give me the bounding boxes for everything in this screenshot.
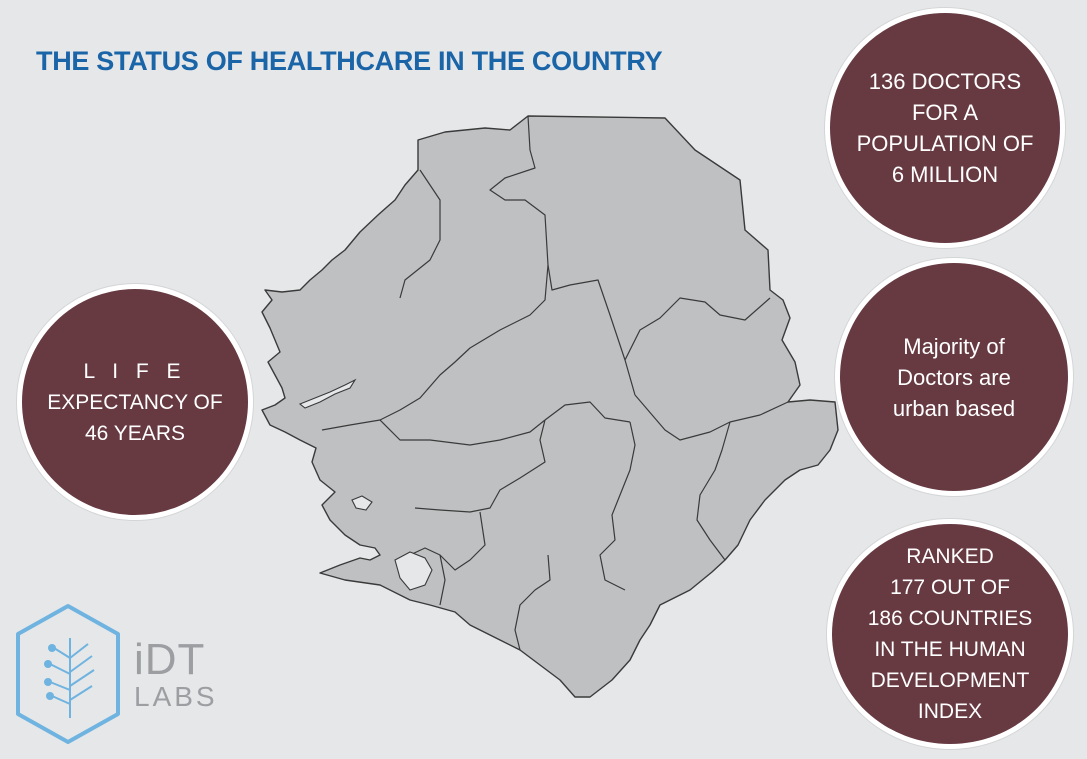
map-border xyxy=(399,169,441,299)
fact-line: Majority of xyxy=(903,333,1005,359)
map-border xyxy=(514,554,551,651)
urban-doctors-circle: Majority of Doctors are urban based xyxy=(835,258,1073,496)
fact-line: urban based xyxy=(892,395,1016,421)
map-outline xyxy=(261,115,839,698)
fact-line: Doctors are xyxy=(897,364,1011,390)
map-border xyxy=(696,421,731,561)
map-estuary xyxy=(351,495,373,511)
map-border xyxy=(624,297,771,361)
fact-line: POPULATION OF xyxy=(856,131,1034,156)
life-expectancy-circle: L I F E EXPECTANCY OF 46 YEARS xyxy=(17,284,253,520)
fact-line: EXPECTANCY OF xyxy=(47,390,223,414)
map-border xyxy=(379,264,549,421)
logo-main-text: iDT xyxy=(134,635,206,684)
page-title: THE STATUS OF HEALTHCARE IN THE COUNTRY xyxy=(36,46,663,76)
map-border xyxy=(414,419,546,513)
fact-line: 6 MILLION xyxy=(891,162,999,187)
fact-line: L I F E xyxy=(83,359,187,383)
fact-line: 186 COUNTRIES xyxy=(867,607,1033,630)
leaf-hexagon-icon xyxy=(16,604,120,744)
fact-line: INDEX xyxy=(917,700,983,723)
logo-sub-text: LABS xyxy=(134,681,218,712)
fact-line: DEVELOPMENT xyxy=(870,669,1030,692)
map-estuary xyxy=(298,378,357,409)
hdi-ranking-circle: RANKED 177 OUT OF 186 COUNTRIES IN THE H… xyxy=(827,519,1073,749)
map-border xyxy=(439,554,446,606)
fact-line: 177 OUT OF xyxy=(890,576,1010,599)
brand-logo: iDT LABS xyxy=(134,638,218,712)
fact-line: IN THE HUMAN xyxy=(874,638,1026,661)
fact-line: 136 DOCTORS xyxy=(868,69,1022,94)
map-border xyxy=(321,419,546,446)
map-border xyxy=(634,394,789,441)
map-border xyxy=(544,401,631,423)
doctors-circle: 136 DOCTORS FOR A POPULATION OF 6 MILLIO… xyxy=(825,8,1065,248)
fact-line: FOR A xyxy=(911,100,978,125)
map-border xyxy=(599,421,636,591)
map-border xyxy=(489,115,636,396)
fact-line: RANKED xyxy=(906,545,994,568)
fact-line: 46 YEARS xyxy=(84,421,185,445)
map-estuary xyxy=(394,551,433,591)
map-border xyxy=(409,511,486,571)
